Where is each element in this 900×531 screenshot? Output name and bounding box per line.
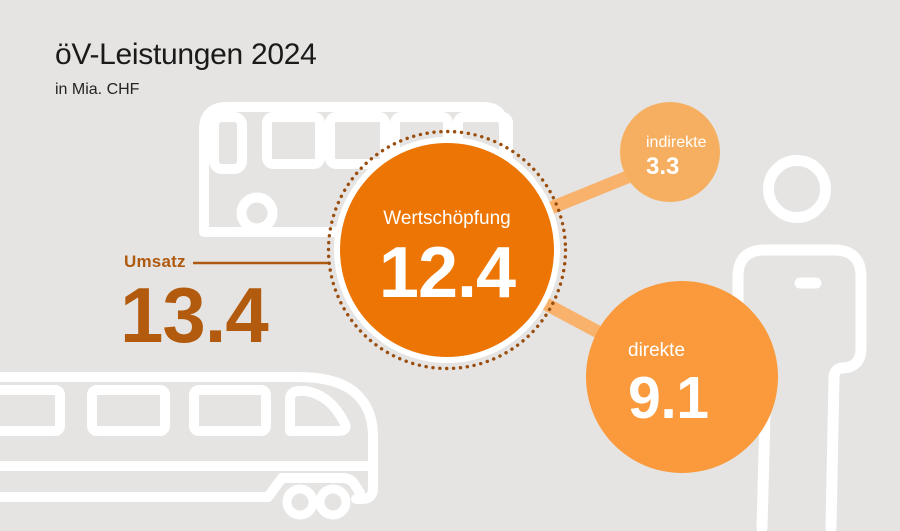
direkte-label: direkte [628, 340, 686, 361]
indirekte-label: indirekte [646, 134, 707, 151]
wertschoepfung-label: Wertschöpfung [383, 207, 511, 229]
page-title: öV-Leistungen 2024 [55, 38, 317, 71]
indirekte-circle: indirekte 3.3 [620, 102, 720, 202]
direkte-circle: direkte 9.1 [586, 281, 778, 473]
wertschoepfung-value: 12.4 [378, 232, 516, 313]
wertschoepfung-dotted-ring [326, 129, 568, 371]
umsatz-value: 13.4 [120, 271, 269, 359]
wertschoepfung-circle: Wertschöpfung 12.4 [340, 143, 554, 357]
train-icon [0, 372, 378, 520]
header: öV-Leistungen 2024 in Mia. CHF [55, 38, 317, 99]
direkte-value: 9.1 [628, 365, 709, 431]
indirekte-value: 3.3 [646, 153, 680, 180]
page-subtitle: in Mia. CHF [55, 81, 140, 98]
umsatz-label: Umsatz [124, 252, 186, 271]
